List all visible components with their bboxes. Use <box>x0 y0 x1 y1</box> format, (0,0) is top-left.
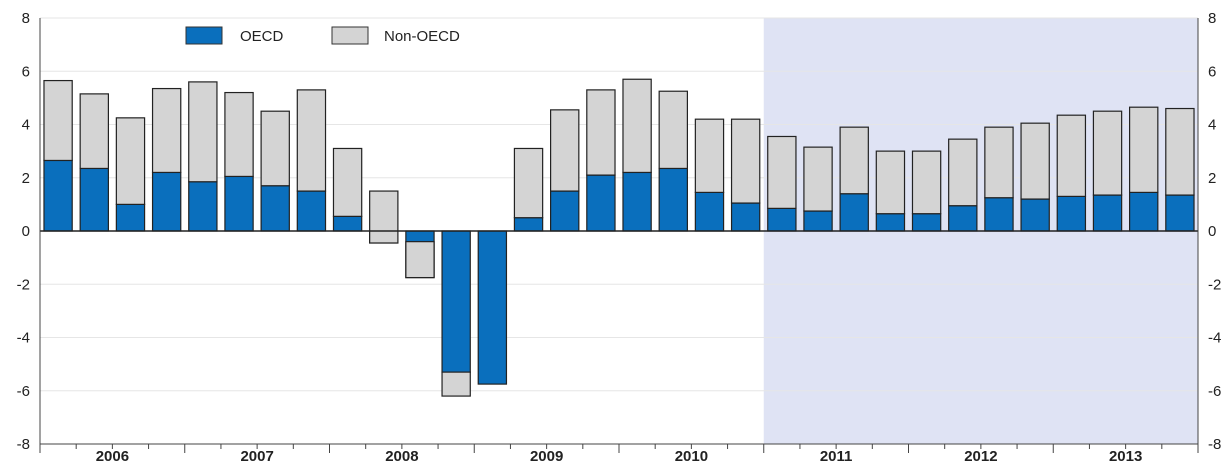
bar-oecd <box>550 190 580 232</box>
bar-oecd <box>730 202 761 232</box>
bar-non-oecd <box>43 79 73 162</box>
y-tick-label-left: 0 <box>22 223 30 240</box>
bar-non-oecd <box>984 126 1014 199</box>
y-axis-left-ticks: 8 6 4 2 0 -2 -4 -6 -8 <box>17 10 30 453</box>
y-tick-label-left: 8 <box>22 10 30 27</box>
y-tick-label-right: -4 <box>1208 330 1221 347</box>
bar-oecd <box>658 167 688 232</box>
bar-non-oecd <box>79 93 109 170</box>
bar-oecd <box>1129 191 1159 232</box>
bar-non-oecd <box>694 118 725 193</box>
bar-non-oecd <box>875 150 906 215</box>
x-year-label: 2012 <box>964 448 997 463</box>
bar-oecd <box>296 190 327 232</box>
legend: OECD Non-OECD <box>185 26 460 45</box>
bar-oecd <box>948 205 978 232</box>
y-tick-label-left: 2 <box>22 170 30 187</box>
legend-swatch-oecd <box>185 26 223 45</box>
y-tick-label-right: -8 <box>1208 436 1221 453</box>
x-year-label: 2011 <box>820 448 853 463</box>
bar-non-oecd <box>405 241 435 279</box>
bar-non-oecd <box>1129 106 1159 193</box>
y-tick-label-left: -2 <box>17 276 30 293</box>
bar-oecd <box>43 159 73 232</box>
bar-non-oecd <box>622 78 652 174</box>
y-tick-label-left: 6 <box>22 63 30 80</box>
y-axis-right-ticks: 8 6 4 2 0 -2 -4 -6 -8 <box>1208 10 1221 453</box>
x-axis: 2006 2007 2008 2009 2010 2011 2012 2013 <box>39 444 1199 463</box>
bar-non-oecd <box>730 118 761 204</box>
x-year-label: 2010 <box>675 448 708 463</box>
y-tick-label-right: -2 <box>1208 276 1221 293</box>
bar-non-oecd <box>188 81 218 183</box>
y-tick-label-left: 4 <box>22 117 30 134</box>
bar-oecd <box>188 181 218 232</box>
bar-non-oecd <box>513 147 544 219</box>
y-tick-label-right: 8 <box>1208 10 1216 27</box>
x-year-label: 2006 <box>96 448 129 463</box>
bar-oecd <box>260 185 290 232</box>
bar-oecd <box>875 213 906 232</box>
bar-non-oecd <box>260 110 290 187</box>
legend-label-oecd: OECD <box>240 28 284 45</box>
legend-label-non-oecd: Non-OECD <box>384 28 460 45</box>
bar-non-oecd <box>1165 107 1195 196</box>
bar-non-oecd <box>550 109 580 192</box>
bar-non-oecd <box>767 135 797 209</box>
bar-non-oecd <box>658 90 688 170</box>
x-year-label: 2008 <box>385 448 418 463</box>
y-tick-label-right: -6 <box>1208 383 1221 400</box>
bar-non-oecd <box>332 147 363 217</box>
bar-oecd <box>79 167 109 232</box>
y-tick-label-right: 6 <box>1208 63 1216 80</box>
y-tick-label-left: -6 <box>17 383 30 400</box>
bar-non-oecd <box>948 138 978 207</box>
bar-non-oecd <box>151 87 182 174</box>
bar-non-oecd <box>911 150 942 215</box>
bar-non-oecd <box>586 89 616 176</box>
bar-oecd <box>767 207 797 232</box>
legend-swatch-non-oecd <box>331 26 369 45</box>
bar-oecd <box>441 230 471 373</box>
y-tick-label-right: 2 <box>1208 170 1216 187</box>
y-tick-label-left: -8 <box>17 436 30 453</box>
bar-oecd <box>115 203 146 232</box>
bars <box>43 78 1195 397</box>
bar-oecd <box>803 210 833 232</box>
bar-oecd <box>151 171 182 232</box>
bar-oecd <box>911 213 942 232</box>
bar-oecd <box>839 193 869 232</box>
bar-oecd <box>622 171 652 232</box>
bar-oecd <box>477 230 508 385</box>
bar-oecd <box>224 175 254 232</box>
bar-oecd <box>984 197 1014 232</box>
bar-non-oecd <box>803 146 833 212</box>
x-year-label: 2013 <box>1109 448 1142 463</box>
bar-oecd <box>1165 194 1195 232</box>
bar-non-oecd <box>296 89 327 192</box>
bar-non-oecd <box>115 117 146 205</box>
bar-non-oecd <box>441 371 471 397</box>
bar-oecd <box>586 174 616 232</box>
bar-non-oecd <box>1056 114 1087 197</box>
x-year-label: 2007 <box>240 448 273 463</box>
bar-non-oecd <box>1020 122 1050 200</box>
bar-oecd <box>694 191 725 232</box>
y-tick-label-right: 0 <box>1208 223 1216 240</box>
x-year-label: 2009 <box>530 448 563 463</box>
y-tick-label-right: 4 <box>1208 117 1216 134</box>
bar-non-oecd <box>1092 110 1123 196</box>
bar-oecd <box>1092 194 1123 232</box>
y-tick-label-left: -4 <box>17 330 30 347</box>
bar-oecd <box>1056 195 1087 232</box>
bar-non-oecd <box>224 91 254 178</box>
bar-oecd <box>1020 198 1050 232</box>
bar-oecd <box>513 217 544 232</box>
bar-non-oecd <box>369 190 399 244</box>
bar-oecd <box>332 215 363 232</box>
bar-non-oecd <box>839 126 869 195</box>
